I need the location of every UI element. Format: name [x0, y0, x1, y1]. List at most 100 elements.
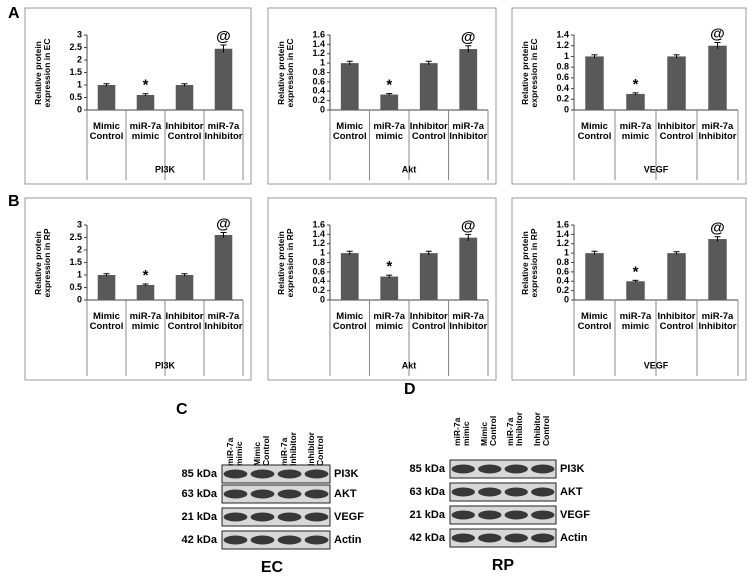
bar [340, 253, 359, 300]
y-tick-label: 3 [77, 219, 82, 229]
y-tick-label: 1.2 [312, 238, 325, 248]
y-tick-label: 0 [320, 104, 325, 114]
blot-band [250, 512, 275, 522]
blot-band [451, 533, 475, 543]
blot-strip [449, 482, 557, 502]
blot-band [531, 510, 555, 520]
blot-band [504, 487, 528, 497]
x-tick-label: Inhibitor Control [657, 311, 696, 332]
y-tick-label: 1.6 [312, 219, 325, 229]
blot-band [304, 469, 329, 479]
y-tick-label: 0.6 [312, 76, 325, 86]
significance-marker: @ [710, 220, 725, 237]
bar [97, 85, 116, 110]
bar [667, 253, 686, 300]
y-tick-label: 2 [77, 54, 82, 64]
bar [136, 95, 155, 110]
x-tick-label: miR-7a mimic [373, 311, 406, 332]
blot-band [451, 487, 475, 497]
panel-label: D [404, 381, 416, 398]
lane-label: miR-7a Inhibitor [278, 432, 298, 466]
y-tick-label: 0.4 [312, 86, 325, 96]
kda-label: 63 kDa [182, 488, 218, 500]
x-axis-label: VEGF [644, 164, 669, 174]
x-tick-label: Mimic Control [332, 311, 367, 332]
kda-label: 21 kDa [410, 509, 446, 521]
x-tick-label: miR-7a Inhibitor [449, 121, 488, 142]
x-tick-label: Inhibitor Control [409, 121, 448, 142]
y-tick-label: 0.8 [312, 67, 325, 77]
y-tick-label: 1 [320, 248, 325, 258]
y-tick-label: 2.5 [69, 232, 82, 242]
lane-label: miR-7a mimic [224, 437, 244, 466]
y-tick-label: 0.8 [556, 62, 569, 72]
y-tick-label: 1.6 [556, 219, 569, 229]
panel-label: B [8, 193, 20, 210]
y-axis-label: Relative protein expression in RP [276, 228, 295, 297]
y-tick-label: 2 [77, 244, 82, 254]
significance-marker: @ [461, 29, 476, 46]
y-tick-label: 0.5 [69, 92, 82, 102]
blot-strip [449, 528, 557, 548]
blot-band [223, 469, 248, 479]
blot-caption: EC [261, 559, 284, 576]
y-axis-label: Relative protein expression in RP [33, 228, 52, 297]
significance-marker: * [386, 77, 392, 94]
protein-label: PI3K [334, 468, 359, 480]
x-tick-label: miR-7a Inhibitor [698, 311, 737, 332]
y-tick-label: 1.5 [69, 257, 82, 267]
bar [667, 56, 686, 110]
blot-band [277, 469, 302, 479]
kda-label: 85 kDa [182, 468, 218, 480]
x-axis-label: Akt [402, 360, 417, 370]
y-tick-label: 0.6 [556, 72, 569, 82]
x-tick-label: Inhibitor Control [657, 121, 696, 142]
y-tick-label: 0.6 [312, 266, 325, 276]
blot-strip [449, 505, 557, 525]
x-tick-label: Mimic Control [577, 121, 612, 142]
x-axis-label: PI3K [155, 360, 176, 370]
y-tick-label: 0 [77, 104, 82, 114]
blot-band [531, 533, 555, 543]
bar [97, 275, 116, 300]
blot-band [304, 512, 329, 522]
blot-band [478, 464, 502, 474]
y-tick-label: 1.4 [556, 29, 569, 39]
y-tick-label: 0 [320, 294, 325, 304]
blot-band [304, 489, 329, 499]
kda-label: 42 kDa [182, 534, 218, 546]
y-tick-label: 1.4 [312, 229, 325, 239]
blot-band [250, 469, 275, 479]
bar [175, 85, 194, 110]
y-tick-label: 0.4 [556, 276, 569, 286]
y-tick-label: 0 [564, 294, 569, 304]
y-tick-label: 1 [77, 79, 82, 89]
y-tick-label: 0.2 [312, 95, 325, 105]
y-tick-label: 1 [77, 269, 82, 279]
panel-label: C [176, 401, 188, 418]
x-axis-label: VEGF [644, 360, 669, 370]
blot-band [250, 535, 275, 545]
y-tick-label: 0.8 [556, 257, 569, 267]
blot-band [504, 510, 528, 520]
protein-label: AKT [334, 488, 357, 500]
blot-band [451, 464, 475, 474]
bar [214, 235, 233, 300]
bar [626, 93, 645, 110]
significance-marker: @ [216, 215, 231, 232]
y-tick-label: 0.2 [556, 94, 569, 104]
kda-label: 21 kDa [182, 511, 218, 523]
bar [626, 281, 645, 300]
protein-label: PI3K [560, 463, 585, 475]
blot-band [223, 535, 248, 545]
bar [708, 45, 727, 110]
bar [136, 285, 155, 300]
y-tick-label: 0.6 [556, 266, 569, 276]
y-tick-label: 1.4 [312, 39, 325, 49]
x-tick-label: miR-7a Inhibitor [204, 121, 243, 142]
significance-marker: * [633, 76, 639, 93]
blot-strip [221, 507, 331, 527]
blot-band [250, 489, 275, 499]
